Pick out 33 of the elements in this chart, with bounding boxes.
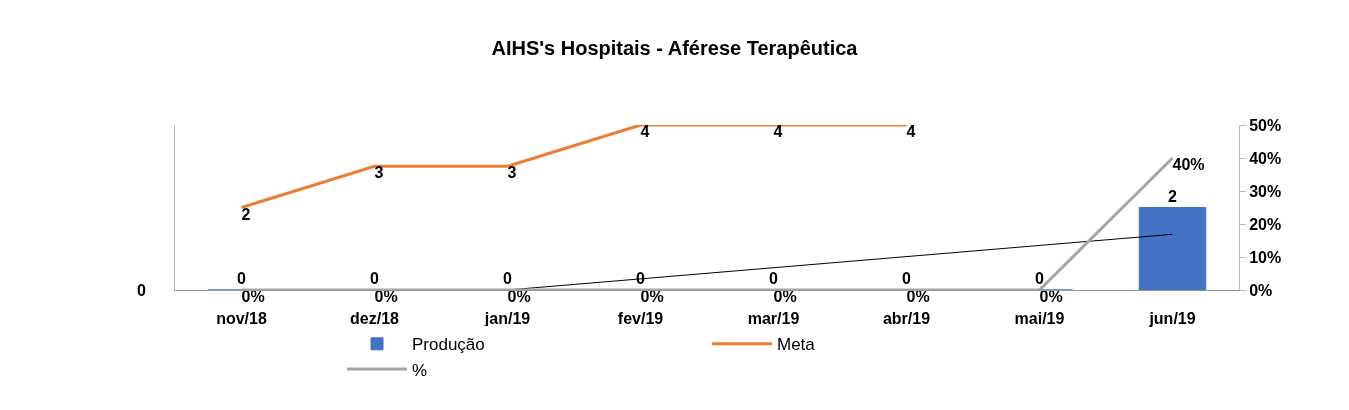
x-tick-label: dez/18 (350, 310, 400, 328)
data-label: 0 (370, 270, 379, 287)
data-label: 2 (241, 205, 251, 223)
legend-label: % (412, 360, 428, 380)
y2-tick-label: 20% (1249, 215, 1282, 233)
y2-tick-label: 0% (1249, 281, 1273, 299)
y2-tick-label: 50% (1249, 116, 1282, 134)
data-label: 0 (503, 270, 512, 287)
data-label: 2 (1168, 187, 1177, 205)
y2-tick-label: 40% (1249, 149, 1282, 167)
x-tick-label: nov/18 (216, 310, 267, 328)
x-tick-label: mai/19 (1014, 310, 1065, 328)
x-tick-label: mar/19 (747, 310, 800, 328)
data-label: 3 (507, 164, 517, 182)
x-tick-label: abr/19 (882, 310, 931, 328)
data-label: 40% (1172, 156, 1205, 173)
data-label: 4 (773, 123, 783, 140)
x-tick-label: jun/19 (1148, 310, 1196, 328)
legend-label: Meta (777, 335, 816, 355)
data-label: 0 (1035, 270, 1044, 287)
data-label: 4 (640, 123, 650, 140)
data-label: 0 (237, 270, 246, 287)
legend-label: Produção (412, 335, 485, 355)
data-label: 3 (374, 164, 384, 182)
data-label: 0 (769, 270, 778, 287)
data-label: 4 (906, 123, 916, 140)
text: 0 (137, 282, 146, 299)
x-tick-label: fev/19 (617, 310, 664, 328)
chart-title: AIHS's Hospitais - Aférese Terapêutica (491, 37, 859, 59)
y2-tick-label: 30% (1249, 182, 1282, 200)
y2-tick-label: 10% (1249, 248, 1282, 266)
x-tick-label: jan/19 (483, 310, 531, 328)
data-label: 0 (902, 270, 911, 287)
